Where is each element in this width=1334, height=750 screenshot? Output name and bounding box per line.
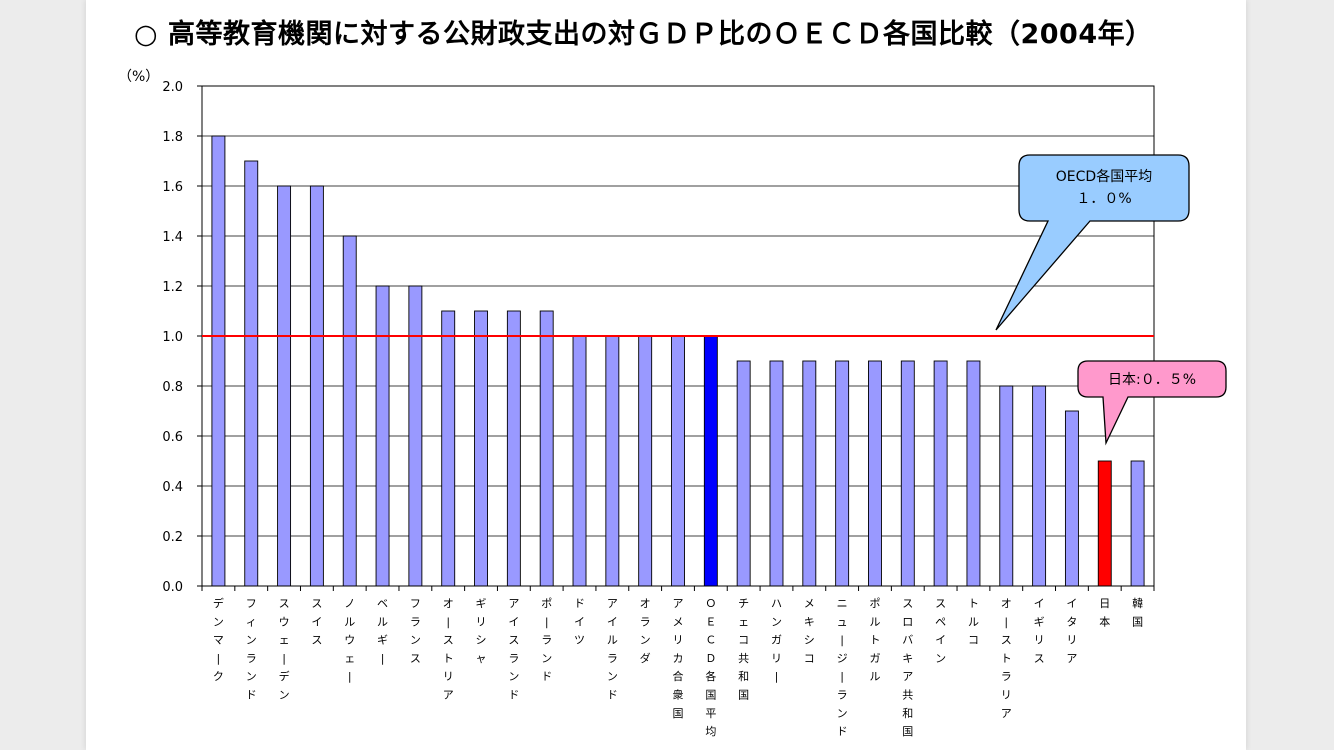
bar-5	[342, 235, 357, 587]
bar-25	[999, 385, 1014, 587]
bar-28	[1097, 460, 1112, 587]
x-tick-label: アイルランド	[607, 597, 618, 702]
oecd-average-callout: OECD各国平均 １．０%	[995, 154, 1190, 331]
x-tick-labels: デンマ|ク フィンランド スウェ|デン スイス ノルウェ| ベルギ| フランス オ|ストリア ギ…	[213, 596, 1143, 738]
bar-11	[539, 310, 554, 587]
bar-17	[736, 360, 751, 587]
y-tick-label: 0.0	[162, 580, 183, 595]
x-tick-label: ポ|ランド	[541, 597, 552, 683]
chart-title: ○ 高等教育機関に対する公財政支出の対ＧＤＰ比のＯＥＣＤ各国比較（2004年）	[134, 19, 1153, 50]
bars	[211, 135, 1145, 587]
bar-13	[605, 335, 620, 587]
bar-6	[375, 285, 390, 587]
x-tick-label: チェコ共和国	[738, 597, 749, 702]
bar-7	[408, 285, 423, 587]
x-tick-label: オ|ストリア	[443, 597, 454, 702]
x-tick-label: アメリカ合衆国	[673, 597, 684, 720]
x-tick-label: スウェ|デン	[279, 597, 290, 702]
oecd-callout-bubble	[995, 154, 1190, 331]
x-tick-label: ドイツ	[574, 597, 585, 647]
bar-2	[244, 160, 259, 587]
y-tick-label: 2.0	[162, 80, 183, 95]
x-tick-label: フランス	[410, 597, 421, 665]
bar-4	[309, 185, 324, 587]
y-tick-label: 0.8	[162, 380, 183, 395]
bar-1	[211, 135, 226, 587]
x-tick-label: ＯＥＣＤ各国平均	[705, 597, 716, 738]
y-tick-label: 1.8	[162, 130, 183, 145]
bar-27	[1064, 410, 1079, 587]
bar-20	[835, 360, 850, 587]
bar-21	[868, 360, 882, 587]
y-tick-label: 0.2	[162, 530, 183, 545]
bar-14	[638, 335, 653, 587]
x-tick-label: フィンランド	[246, 597, 257, 702]
y-tick-label: 0.6	[162, 430, 183, 445]
bar-12	[572, 335, 587, 587]
x-tick-label: デンマ|ク	[213, 596, 224, 683]
x-tick-label: アイスランド	[508, 597, 519, 702]
x-tick-label: ニュ|ジ|ランド	[837, 597, 848, 738]
x-tick-label: 韓国	[1132, 597, 1143, 628]
y-axis-unit-label: （%）	[118, 69, 160, 85]
bar-26	[1032, 385, 1047, 587]
bar-15	[671, 335, 685, 587]
japan-callout-text: 日本:０．５%	[1108, 372, 1196, 388]
x-tick-label: トルコ	[968, 597, 979, 647]
x-tick-label: スペイン	[935, 597, 946, 665]
y-tick-label: 0.4	[162, 480, 183, 495]
japan-callout: 日本:０．５%	[1077, 360, 1227, 446]
bar-23	[933, 360, 948, 587]
x-tick-label: オランダ	[640, 597, 651, 665]
oecd-callout-line1: OECD各国平均	[1056, 169, 1152, 185]
x-tick-label: ポルトガル	[869, 597, 880, 683]
bar-9	[474, 310, 488, 587]
bar-24	[966, 360, 981, 587]
bar-16	[703, 335, 718, 587]
x-tick-label: 日本	[1099, 597, 1110, 628]
y-tick-label: 1.6	[162, 180, 183, 195]
bar-10	[506, 310, 521, 587]
x-tick-label: ハンガリ|	[771, 597, 782, 683]
bar-3	[277, 185, 292, 587]
x-tick-label: ギリシャ	[476, 597, 487, 665]
y-tick-labels: 0.0 0.2 0.4 0.6 0.8 1.0 1.2 1.4 1.6 1.8 2.0	[162, 80, 183, 595]
bar-19	[802, 360, 817, 587]
japan-callout-bubble	[1077, 360, 1227, 446]
x-tick-label: スイス	[311, 597, 322, 647]
x-tick-label: ベルギ|	[377, 597, 388, 665]
bar-18	[769, 360, 784, 587]
y-tick-label: 1.2	[162, 280, 183, 295]
oecd-callout-line2: １．０%	[1076, 191, 1131, 207]
x-tick-label: オ|ストラリア	[1001, 597, 1012, 720]
y-tick-label: 1.0	[162, 330, 183, 345]
y-tick-label: 1.4	[162, 230, 183, 245]
bar-22	[900, 360, 915, 587]
x-tick-label: メキシコ	[804, 597, 815, 665]
x-tick-label: スロバキア共和国	[902, 597, 913, 738]
bar-29	[1130, 460, 1145, 587]
x-tick-label: イギリス	[1034, 597, 1045, 665]
bar-8	[441, 310, 456, 587]
x-tick-label: ノルウェ|	[344, 597, 355, 683]
x-tick-label: イタリア	[1066, 597, 1077, 665]
